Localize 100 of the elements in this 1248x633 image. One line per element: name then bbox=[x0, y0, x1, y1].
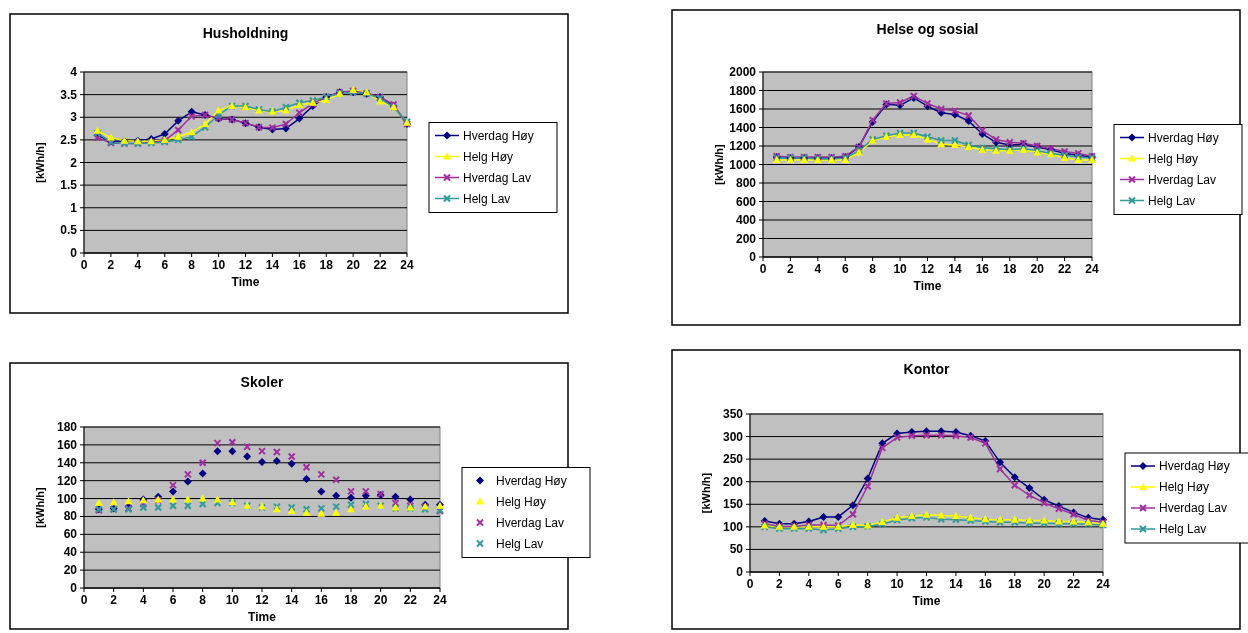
x-tick-label: 24 bbox=[433, 593, 447, 607]
x-tick-label: 20 bbox=[1037, 577, 1052, 591]
y-tick-label: 1800 bbox=[729, 83, 757, 98]
x-tick-label: 24 bbox=[400, 258, 414, 272]
y-tick-label: 2 bbox=[70, 155, 78, 170]
x-tick-label: 0 bbox=[80, 593, 88, 607]
x-tick-label: 10 bbox=[890, 577, 905, 591]
legend-label: Hverdag Lav bbox=[463, 170, 532, 185]
y-tick-label: 3.5 bbox=[60, 87, 78, 102]
x-tick-label: 14 bbox=[948, 262, 962, 276]
y-tick-label: 200 bbox=[735, 231, 757, 246]
y-tick-label: 300 bbox=[722, 429, 744, 444]
x-tick-label: 22 bbox=[373, 258, 388, 272]
x-axis-title: Time bbox=[912, 594, 941, 608]
legend-label: Hverdag Høy bbox=[1159, 459, 1230, 473]
legend-label: Helg Høy bbox=[1148, 151, 1199, 166]
x-tick-label: 12 bbox=[920, 262, 935, 276]
y-tick-label: 20 bbox=[63, 563, 78, 578]
y-tick-label: 800 bbox=[735, 176, 757, 190]
x-tick-label: 22 bbox=[403, 593, 418, 607]
y-tick-label: 0 bbox=[736, 565, 744, 579]
y-tick-label: 250 bbox=[722, 452, 744, 467]
y-tick-label: 50 bbox=[729, 542, 744, 557]
x-tick-label: 16 bbox=[292, 258, 307, 272]
y-tick-label: 1400 bbox=[729, 120, 757, 135]
x-tick-label: 0 bbox=[80, 258, 88, 272]
y-tick-label: 0.5 bbox=[60, 223, 78, 238]
x-tick-label: 18 bbox=[1008, 577, 1022, 591]
x-tick-label: 20 bbox=[346, 258, 361, 272]
y-tick-label: 80 bbox=[63, 509, 78, 524]
x-tick-label: 16 bbox=[314, 593, 329, 607]
y-tick-label: 180 bbox=[56, 420, 78, 434]
y-tick-label: 3 bbox=[70, 110, 78, 125]
x-tick-label: 14 bbox=[284, 593, 299, 607]
y-tick-label: 100 bbox=[722, 519, 744, 534]
legend-label: Helg Lav bbox=[463, 191, 511, 206]
y-tick-label: 1000 bbox=[729, 157, 757, 172]
x-tick-label: 10 bbox=[893, 262, 908, 276]
x-tick-label: 8 bbox=[188, 258, 196, 272]
legend-label: Hverdag Høy bbox=[496, 473, 567, 488]
legend-label: Hverdag Lav bbox=[1148, 172, 1217, 187]
y-tick-label: 60 bbox=[63, 527, 78, 542]
x-tick-label: 18 bbox=[1003, 262, 1017, 276]
legend-label: Helg Høy bbox=[1159, 480, 1210, 494]
x-tick-label: 6 bbox=[169, 593, 177, 607]
x-tick-label: 10 bbox=[211, 258, 226, 272]
y-tick-label: 140 bbox=[56, 455, 78, 470]
x-tick-label: 8 bbox=[864, 577, 872, 591]
y-tick-label: 600 bbox=[735, 194, 757, 209]
y-tick-label: 160 bbox=[56, 437, 78, 452]
x-tick-label: 20 bbox=[1030, 262, 1045, 276]
legend-label: Helg Høy bbox=[463, 149, 514, 164]
x-tick-label: 2 bbox=[110, 593, 118, 607]
x-tick-label: 12 bbox=[238, 258, 253, 272]
y-tick-label: 400 bbox=[735, 213, 757, 227]
y-axis-title: [kWh/h] bbox=[713, 144, 725, 185]
x-tick-label: 12 bbox=[919, 577, 934, 591]
legend-label: Helg Lav bbox=[496, 536, 544, 551]
x-tick-label: 2 bbox=[107, 258, 115, 272]
x-tick-label: 6 bbox=[834, 577, 842, 591]
x-tick-label: 24 bbox=[1085, 262, 1099, 276]
x-tick-label: 6 bbox=[161, 258, 169, 272]
x-tick-label: 18 bbox=[319, 258, 334, 272]
chart-title: Kontor bbox=[903, 361, 950, 377]
y-tick-label: 350 bbox=[722, 407, 744, 421]
y-axis-title: [kWh/h] bbox=[34, 487, 46, 528]
chart-title: Helse og sosial bbox=[876, 21, 979, 37]
legend-label: Hverdag Lav bbox=[1159, 501, 1228, 515]
x-tick-label: 4 bbox=[805, 577, 813, 591]
x-axis-title: Time bbox=[248, 610, 277, 624]
x-tick-label: 2 bbox=[787, 262, 795, 276]
chart-title: Husholdning bbox=[202, 25, 289, 41]
x-tick-label: 10 bbox=[225, 593, 240, 607]
y-tick-label: 0 bbox=[70, 246, 78, 260]
legend-label: Hverdag Høy bbox=[1148, 130, 1219, 145]
y-tick-label: 1200 bbox=[729, 139, 757, 153]
x-axis-title: Time bbox=[913, 279, 942, 293]
x-tick-label: 4 bbox=[814, 262, 822, 276]
x-tick-label: 12 bbox=[255, 593, 269, 607]
y-tick-label: 2.5 bbox=[60, 132, 78, 147]
y-tick-label: 1 bbox=[70, 200, 78, 215]
x-tick-label: 8 bbox=[869, 262, 877, 276]
y-tick-label: 4 bbox=[70, 65, 78, 79]
y-tick-label: 1600 bbox=[729, 102, 757, 116]
y-tick-label: 120 bbox=[56, 473, 78, 488]
x-tick-label: 16 bbox=[978, 577, 993, 591]
y-tick-label: 200 bbox=[722, 474, 744, 489]
x-tick-label: 24 bbox=[1096, 577, 1110, 591]
x-tick-label: 16 bbox=[975, 262, 990, 276]
y-tick-label: 100 bbox=[56, 491, 78, 506]
x-tick-label: 6 bbox=[841, 262, 849, 276]
x-tick-label: 14 bbox=[949, 577, 963, 591]
x-tick-label: 18 bbox=[344, 593, 358, 607]
x-tick-label: 14 bbox=[265, 258, 280, 272]
legend-label: Hverdag Høy bbox=[463, 128, 534, 143]
legend-label: Helg Lav bbox=[1148, 193, 1196, 208]
x-tick-label: 4 bbox=[139, 593, 147, 607]
x-tick-label: 22 bbox=[1066, 577, 1081, 591]
y-tick-label: 150 bbox=[722, 497, 744, 512]
y-tick-label: 1.5 bbox=[60, 178, 78, 193]
